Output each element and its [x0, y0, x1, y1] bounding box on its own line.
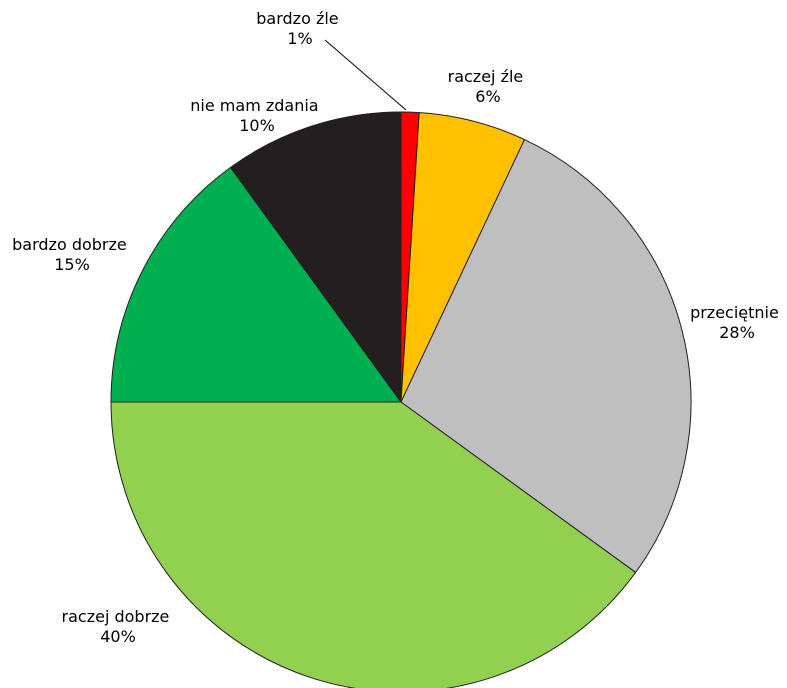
- slice-label-nie-mam-zdania: nie mam zdania 10%: [190, 96, 323, 135]
- slice-name: przeciętnie: [690, 303, 779, 322]
- slice-label-przecietnie: przeciętnie 28%: [690, 303, 784, 342]
- slice-name: nie mam zdania: [190, 96, 318, 115]
- pie-slice-5: [230, 111, 402, 403]
- slice-name: bardzo źle: [256, 9, 338, 28]
- slice-percent: 1%: [287, 29, 312, 48]
- pie-slice-3: [110, 401, 637, 688]
- slice-label-bardzo-zle: bardzo źle 1%: [256, 9, 343, 48]
- pie-slice-4: [110, 166, 402, 403]
- slice-label-bardzo-dobrze: bardzo dobrze 15%: [12, 235, 132, 274]
- slice-name: raczej źle: [448, 67, 524, 86]
- pie-slices: [110, 111, 692, 688]
- slice-percent: 6%: [475, 87, 500, 106]
- slice-percent: 15%: [54, 255, 90, 274]
- leader-line-bardzo-zle: [324, 39, 407, 111]
- slice-label-raczej-zle: raczej źle 6%: [448, 67, 529, 106]
- slice-name: bardzo dobrze: [12, 235, 127, 254]
- slice-percent: 28%: [719, 323, 755, 342]
- slice-name: raczej dobrze: [62, 607, 170, 626]
- slice-label-raczej-dobrze: raczej dobrze 40%: [62, 607, 175, 646]
- pie-labels: bardzo źle 1% raczej źle 6% przeciętnie …: [12, 9, 784, 646]
- slice-percent: 10%: [239, 116, 275, 135]
- pie-slice-2: [400, 139, 692, 573]
- slice-percent: 40%: [100, 627, 136, 646]
